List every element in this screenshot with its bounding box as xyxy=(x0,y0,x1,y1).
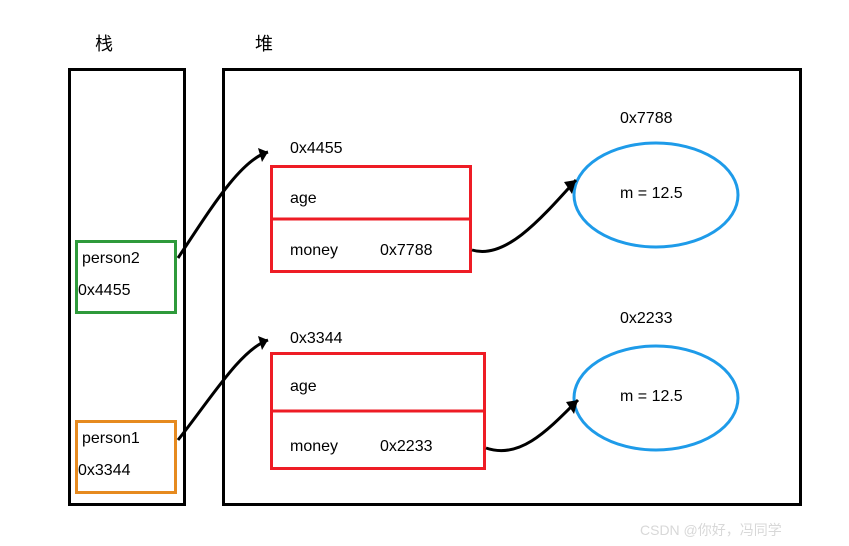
stack-title: 栈 xyxy=(95,30,113,56)
obj2-addr-label: 0x3344 xyxy=(290,330,343,348)
person1-name: person1 xyxy=(82,430,140,448)
obj2-field-age: age xyxy=(290,378,317,396)
obj1-addr-label: 0x4455 xyxy=(290,140,343,158)
obj2-money-value: 0x2233 xyxy=(380,438,433,456)
obj2-field-money: money xyxy=(290,438,338,456)
obj1-field-money: money xyxy=(290,242,338,260)
obj1-money-value: 0x7788 xyxy=(380,242,433,260)
person2-name: person2 xyxy=(82,250,140,268)
person2-addr: 0x4455 xyxy=(78,282,131,300)
watermark: CSDN @你好，冯同学 xyxy=(640,520,782,540)
person1-addr: 0x3344 xyxy=(78,462,131,480)
ellipse2-value: m = 12.5 xyxy=(620,388,683,406)
obj1-field-age: age xyxy=(290,190,317,208)
heap-title: 堆 xyxy=(255,30,273,56)
ellipse2-addr: 0x2233 xyxy=(620,310,673,328)
ellipse1-addr: 0x7788 xyxy=(620,110,673,128)
ellipse1-value: m = 12.5 xyxy=(620,185,683,203)
